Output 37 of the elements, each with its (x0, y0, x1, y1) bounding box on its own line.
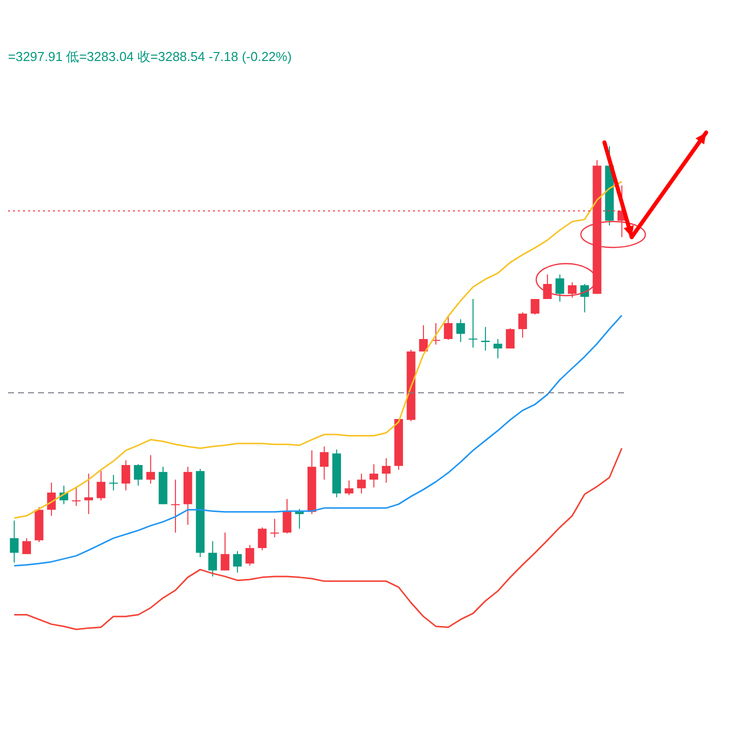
candlestick (171, 479, 180, 534)
candlestick (494, 338, 502, 359)
candlestick (444, 314, 453, 340)
candlestick (543, 274, 552, 300)
candlestick (208, 540, 217, 577)
candlestick (419, 324, 428, 352)
candlestick (47, 482, 56, 516)
text: =3297.91 低=3283.04 收=3288.54 -7.18 (-0.22%) (8, 49, 292, 64)
candlestick (109, 474, 118, 491)
candlestick (72, 486, 81, 506)
candlestick (468, 298, 478, 348)
candlestick (258, 526, 267, 551)
candlestick (220, 532, 230, 571)
candlestick (96, 470, 106, 501)
candlestick (246, 544, 254, 566)
candlestick (270, 518, 279, 538)
candlestick (344, 480, 354, 496)
candlestick (134, 464, 143, 486)
candlestick (84, 473, 93, 515)
candlestick (580, 283, 589, 313)
candlestick (10, 520, 19, 564)
candlestick (382, 458, 391, 484)
candlestick (568, 282, 577, 298)
candlestick (122, 460, 130, 491)
candlestick (282, 498, 292, 534)
candlestick (370, 464, 378, 488)
candlestick (146, 454, 155, 484)
candlestick (320, 446, 329, 480)
candlestick (518, 312, 527, 338)
candlestick (233, 550, 242, 574)
candlestick (22, 538, 31, 555)
candlestick (456, 318, 465, 343)
candlestick (530, 298, 540, 315)
candlestick (556, 274, 564, 302)
candlestick (481, 326, 490, 352)
candlestick (357, 473, 366, 494)
candlestick (506, 328, 515, 349)
